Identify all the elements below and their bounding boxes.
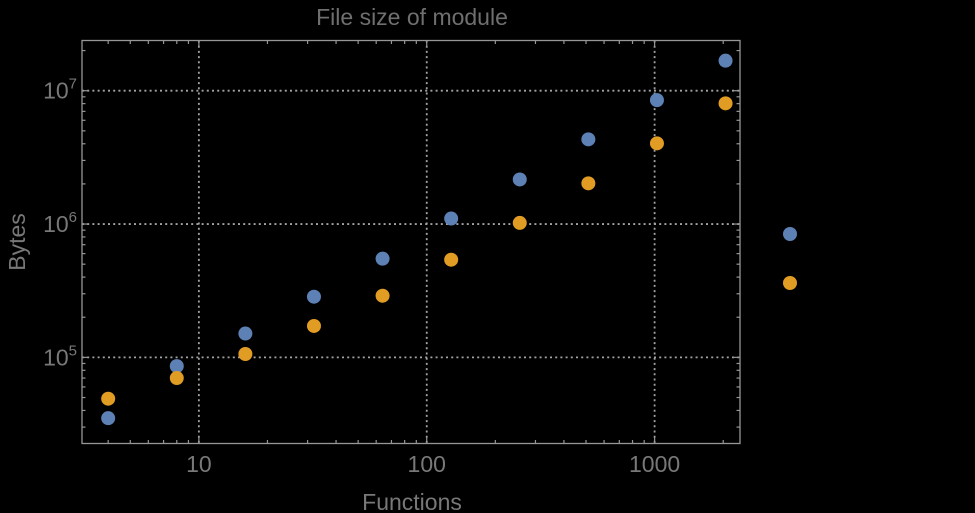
data-points (101, 53, 733, 426)
data-point-orange-series-x1024 (649, 136, 664, 151)
data-point-blue-series-x256 (512, 172, 527, 187)
x-tick-label-10: 10 (186, 451, 212, 477)
y-tick-label-1e7: 107 (43, 76, 77, 104)
data-point-orange-series-x8 (169, 371, 184, 386)
data-point-blue-series-x1024 (649, 93, 664, 108)
data-point-orange-series-x16 (238, 347, 253, 362)
frame-box (81, 39, 741, 445)
data-point-orange-series-x2048 (718, 96, 733, 111)
data-point-blue-series-x32 (306, 289, 321, 304)
y-axis-label: Bytes (4, 213, 30, 271)
data-point-orange-series-x64 (375, 288, 390, 303)
x-tick-label-1000: 1000 (629, 451, 680, 477)
data-point-blue-series-x4 (101, 411, 116, 426)
data-point-orange-series-x128 (444, 252, 459, 267)
data-point-blue-series-x128 (444, 211, 459, 226)
legend-marker-blue-series (783, 227, 797, 241)
data-point-blue-series-x2048 (718, 53, 733, 68)
data-point-orange-series-x32 (306, 318, 321, 333)
axis-ticks (82, 40, 740, 444)
gridlines (82, 40, 740, 444)
y-tick-label-1e6: 106 (43, 209, 77, 237)
data-point-orange-series-x512 (581, 176, 596, 191)
x-tick-label-100: 100 (408, 451, 446, 477)
legend-markers (783, 227, 797, 290)
data-point-blue-series-x512 (581, 132, 596, 147)
y-tick-label-1e5: 105 (43, 342, 77, 370)
chart-title: File size of module (316, 4, 508, 30)
data-point-orange-series-x4 (101, 391, 116, 406)
data-point-blue-series-x16 (238, 326, 253, 341)
x-axis-label: Functions (362, 489, 462, 513)
data-point-orange-series-x256 (512, 215, 527, 230)
plot-frame (81, 39, 741, 445)
tick-labels: 10 100 1000 105 106 107 (43, 76, 680, 477)
legend-marker-orange-series (783, 276, 797, 290)
data-point-blue-series-x8 (169, 359, 184, 374)
data-point-blue-series-x64 (375, 251, 390, 266)
